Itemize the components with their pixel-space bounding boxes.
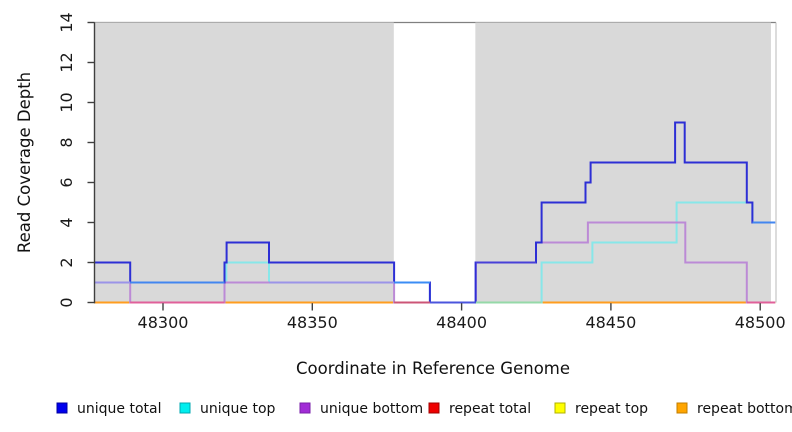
legend-label: repeat bottom: [697, 401, 792, 417]
legend-item-unique-bottom: unique bottom: [299, 401, 423, 417]
legend-label: unique bottom: [320, 401, 423, 417]
legend-swatch: [676, 402, 688, 414]
legend-swatch: [554, 402, 566, 414]
x-tick-label: 48450: [585, 313, 636, 332]
y-tick-label: 8: [57, 137, 76, 147]
y-tick-label: 6: [57, 177, 76, 187]
legend-label: unique top: [200, 401, 276, 417]
legend-label: repeat total: [449, 401, 531, 417]
y-tick-label: 14: [57, 12, 76, 32]
y-tick-label: 12: [57, 52, 76, 72]
legend-swatch: [56, 402, 68, 414]
x-tick-label: 48350: [287, 313, 338, 332]
legend-item-unique-total: unique total: [56, 401, 161, 417]
y-tick-label: 2: [57, 257, 76, 267]
legend-item-unique-top: unique top: [179, 401, 276, 417]
y-tick-label: 4: [57, 217, 76, 227]
legend-swatch: [428, 402, 440, 414]
legend-item-repeat-top: repeat top: [554, 401, 648, 417]
series-unique-total: [94, 121, 776, 304]
y-axis-title: Read Coverage Depth: [15, 72, 34, 253]
legend-label: repeat top: [575, 401, 648, 417]
legend-item-repeat-total: repeat total: [428, 401, 531, 417]
legend-item-repeat-bottom: repeat bottom: [676, 401, 792, 417]
series-unique-top: [94, 201, 776, 304]
x-tick-label: 48500: [735, 313, 786, 332]
legend-label: unique total: [77, 401, 161, 417]
x-axis-title: Coordinate in Reference Genome: [296, 359, 570, 378]
legend-swatch: [179, 402, 191, 414]
legend-swatch: [299, 402, 311, 414]
y-tick-label: 0: [57, 297, 76, 307]
x-tick-label: 48400: [436, 313, 487, 332]
y-tick-label: 10: [57, 92, 76, 112]
x-tick-label: 48300: [138, 313, 189, 332]
shaded-region-0: [94, 22, 394, 303]
